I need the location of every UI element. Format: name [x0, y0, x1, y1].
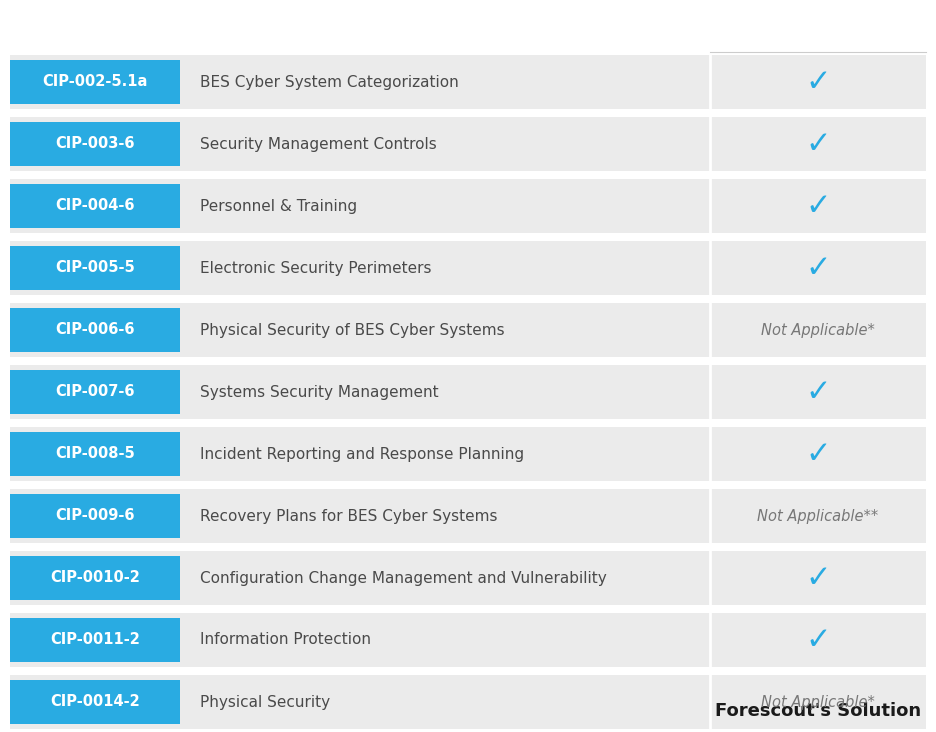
FancyBboxPatch shape: [10, 556, 180, 600]
Text: Systems Security Management: Systems Security Management: [200, 384, 439, 400]
FancyBboxPatch shape: [10, 427, 926, 481]
Text: ✓: ✓: [805, 67, 831, 97]
FancyBboxPatch shape: [10, 246, 180, 290]
Text: Personnel & Training: Personnel & Training: [200, 198, 358, 214]
FancyBboxPatch shape: [10, 303, 926, 357]
Text: Not Applicable*: Not Applicable*: [761, 695, 875, 709]
Text: Not Applicable**: Not Applicable**: [757, 509, 879, 523]
Text: CIP-005-5: CIP-005-5: [55, 261, 135, 275]
Text: ✓: ✓: [805, 378, 831, 406]
Text: Physical Security of BES Cyber Systems: Physical Security of BES Cyber Systems: [200, 323, 505, 337]
FancyBboxPatch shape: [10, 55, 926, 109]
Text: CIP-002-5.1a: CIP-002-5.1a: [42, 75, 148, 89]
Text: ✓: ✓: [805, 626, 831, 654]
FancyBboxPatch shape: [10, 494, 180, 538]
Text: BES Cyber System Categorization: BES Cyber System Categorization: [200, 75, 459, 89]
FancyBboxPatch shape: [10, 308, 180, 352]
FancyBboxPatch shape: [10, 122, 180, 166]
Text: CIP-0011-2: CIP-0011-2: [50, 632, 140, 648]
Text: CIP-0010-2: CIP-0010-2: [50, 570, 140, 586]
Text: Information Protection: Information Protection: [200, 632, 371, 648]
FancyBboxPatch shape: [10, 370, 180, 414]
FancyBboxPatch shape: [10, 117, 926, 171]
Text: ✓: ✓: [805, 439, 831, 468]
FancyBboxPatch shape: [10, 432, 180, 476]
FancyBboxPatch shape: [10, 551, 926, 605]
FancyBboxPatch shape: [10, 618, 180, 662]
FancyBboxPatch shape: [10, 680, 180, 724]
FancyBboxPatch shape: [10, 184, 180, 228]
FancyBboxPatch shape: [10, 613, 926, 667]
Text: Security Management Controls: Security Management Controls: [200, 136, 437, 152]
FancyBboxPatch shape: [10, 179, 926, 233]
Text: CIP-008-5: CIP-008-5: [55, 447, 135, 461]
FancyBboxPatch shape: [10, 60, 180, 104]
Text: ✓: ✓: [805, 192, 831, 220]
Text: Recovery Plans for BES Cyber Systems: Recovery Plans for BES Cyber Systems: [200, 509, 498, 523]
Text: Physical Security: Physical Security: [200, 695, 330, 709]
Text: ✓: ✓: [805, 253, 831, 283]
Text: Forescout's Solution: Forescout's Solution: [715, 702, 921, 720]
Text: CIP-003-6: CIP-003-6: [55, 136, 135, 152]
FancyBboxPatch shape: [10, 489, 926, 543]
Text: Incident Reporting and Response Planning: Incident Reporting and Response Planning: [200, 447, 524, 461]
Text: Electronic Security Perimeters: Electronic Security Perimeters: [200, 261, 431, 275]
Text: CIP-004-6: CIP-004-6: [55, 198, 135, 214]
Text: ✓: ✓: [805, 564, 831, 592]
Text: CIP-006-6: CIP-006-6: [55, 323, 135, 337]
Text: Not Applicable*: Not Applicable*: [761, 323, 875, 337]
Text: CIP-007-6: CIP-007-6: [55, 384, 135, 400]
FancyBboxPatch shape: [10, 241, 926, 295]
Text: ✓: ✓: [805, 130, 831, 159]
Text: Configuration Change Management and Vulnerability: Configuration Change Management and Vuln…: [200, 570, 607, 586]
Text: CIP-0014-2: CIP-0014-2: [51, 695, 139, 709]
FancyBboxPatch shape: [10, 365, 926, 419]
Text: CIP-009-6: CIP-009-6: [55, 509, 135, 523]
FancyBboxPatch shape: [10, 675, 926, 729]
